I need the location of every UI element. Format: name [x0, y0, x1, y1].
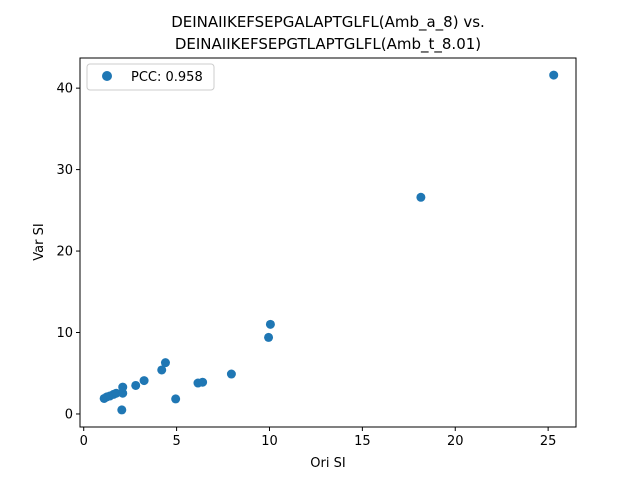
data-point — [265, 319, 275, 329]
data-point — [549, 70, 559, 80]
data-point — [111, 388, 121, 398]
legend-marker — [102, 71, 112, 81]
x-tick-label: 15 — [354, 434, 371, 449]
y-tick-label: 40 — [56, 82, 73, 97]
x-axis-label: Ori SI — [310, 456, 345, 471]
data-point — [198, 377, 208, 387]
x-tick-label: 20 — [447, 434, 464, 449]
legend: PCC: 0.958 — [86, 63, 215, 91]
data-point — [157, 365, 167, 375]
data-point — [226, 369, 236, 379]
y-tick-label: 0 — [65, 407, 73, 422]
x-tick-label: 25 — [540, 434, 557, 449]
legend-box — [86, 63, 215, 91]
data-point — [118, 382, 128, 392]
y-tick-label: 10 — [56, 326, 73, 341]
x-tick-label: 5 — [172, 434, 180, 449]
y-tick-label: 30 — [56, 163, 73, 178]
y-axis-label: Var SI — [32, 223, 47, 260]
x-tick-label: 0 — [80, 434, 88, 449]
y-tick-label: 20 — [56, 245, 73, 260]
chart-title-line2: DEINAIIKEFSEPGTLAPTGLFL(Amb_t_8.01) — [175, 35, 481, 54]
data-point — [264, 332, 274, 342]
data-point — [171, 394, 181, 404]
legend-label: PCC: 0.958 — [131, 70, 203, 85]
data-points — [99, 70, 559, 415]
data-point — [131, 380, 141, 390]
x-axis-ticks: 0 5 10 15 20 25 — [80, 427, 557, 449]
data-point — [416, 192, 426, 202]
data-point — [160, 358, 170, 368]
data-point — [117, 405, 127, 415]
data-point — [139, 376, 149, 386]
plot-frame — [79, 57, 577, 428]
y-axis-ticks: 0 10 20 30 40 — [56, 82, 80, 422]
x-tick-label: 10 — [261, 434, 278, 449]
chart-title-line1: DEINAIIKEFSEPGALAPTGLFL(Amb_a_8) vs. — [171, 13, 485, 32]
